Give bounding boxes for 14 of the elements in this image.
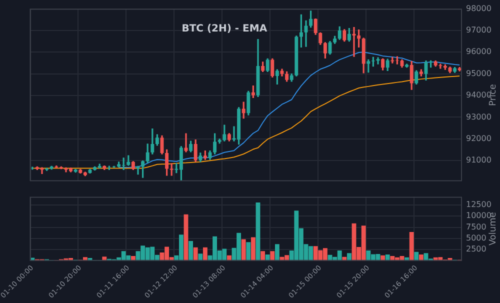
y-tick-label: 97000 <box>466 26 492 35</box>
y-axis-title: Price <box>488 84 498 106</box>
y-tick-label: 12500 <box>466 200 492 209</box>
y-tick-label: 95000 <box>466 68 492 78</box>
y-tick-label: 5000 <box>466 234 486 243</box>
text: BTC (2H) - EMA <box>182 23 268 34</box>
y-tick-label: 93000 <box>466 112 492 122</box>
y-tick-label: 7500 <box>466 222 486 232</box>
y-tick-label: 96000 <box>466 47 492 56</box>
y-tick-label: 98000 <box>466 4 492 13</box>
y-tick-label: 2500 <box>466 244 486 254</box>
y-tick-label: 91000 <box>466 156 492 165</box>
y-tick-label: 92000 <box>466 134 492 143</box>
y-tick-label: 10000 <box>466 211 492 220</box>
